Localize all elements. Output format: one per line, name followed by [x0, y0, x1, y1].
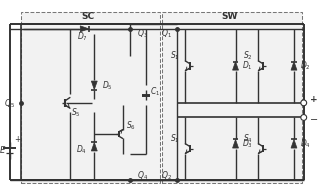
- Text: $Q_2$: $Q_2$: [161, 169, 172, 182]
- Text: $S_5$: $S_5$: [71, 106, 81, 119]
- Text: $Q_4$: $Q_4$: [137, 169, 148, 182]
- Text: $D_2$: $D_2$: [300, 60, 311, 72]
- Text: E: E: [0, 146, 5, 155]
- Text: SC: SC: [81, 12, 94, 21]
- Text: $S_2$: $S_2$: [243, 50, 253, 62]
- Bar: [162, 12, 302, 183]
- Text: $S_4$: $S_4$: [243, 133, 253, 145]
- Polygon shape: [91, 142, 97, 151]
- Text: $D_1$: $D_1$: [242, 60, 253, 72]
- Text: SW: SW: [222, 12, 238, 21]
- Text: $S_1$: $S_1$: [170, 50, 180, 62]
- Text: $D_5$: $D_5$: [102, 79, 113, 92]
- Text: $S_1$: $S_1$: [170, 133, 180, 145]
- Polygon shape: [232, 139, 238, 148]
- Text: $Q_5$: $Q_5$: [4, 98, 15, 110]
- Text: +: +: [309, 95, 317, 105]
- Text: $D_7$: $D_7$: [77, 30, 88, 43]
- Circle shape: [301, 114, 307, 120]
- Text: $S_6$: $S_6$: [127, 120, 136, 132]
- Circle shape: [301, 100, 307, 106]
- Text: −: −: [309, 115, 318, 125]
- Polygon shape: [91, 81, 97, 90]
- Polygon shape: [232, 62, 238, 70]
- Text: $C_1$: $C_1$: [149, 86, 160, 98]
- Polygon shape: [291, 62, 297, 70]
- Text: $D_4$: $D_4$: [76, 143, 86, 156]
- Bar: [21, 12, 160, 183]
- Polygon shape: [80, 26, 89, 32]
- Text: $D_3$: $D_3$: [242, 137, 253, 150]
- Polygon shape: [291, 139, 297, 148]
- Text: $D_4$: $D_4$: [300, 137, 311, 150]
- Text: +: +: [14, 135, 21, 144]
- Text: $Q_1$: $Q_1$: [161, 28, 172, 40]
- Text: $Q_3$: $Q_3$: [137, 28, 148, 40]
